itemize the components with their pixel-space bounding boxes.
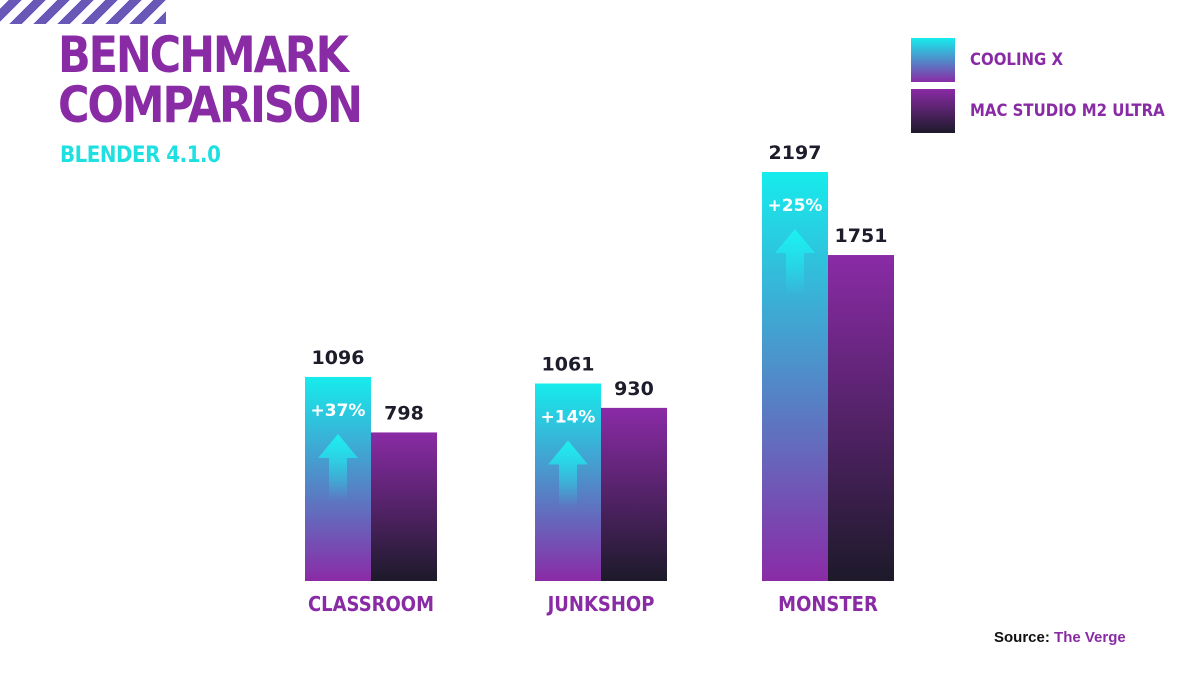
- gain-label-classroom: +37%: [311, 401, 366, 421]
- legend-label-mac-studio: MAC STUDIO M2 ULTRA: [970, 101, 1165, 121]
- page-subtitle: BLENDER 4.1.0: [60, 143, 221, 168]
- up-arrow-icon: [548, 440, 588, 507]
- category-label-classroom: CLASSROOM: [308, 593, 434, 616]
- category-label-monster: MONSTER: [778, 593, 878, 616]
- category-label-junkshop: JUNKSHOP: [546, 593, 655, 616]
- title-line-2: COMPARISON: [58, 76, 363, 134]
- bar-junkshop-mac-studio-m2-ultra: [601, 407, 667, 581]
- source-prefix: Source:: [994, 629, 1050, 646]
- source-name: The Verge: [1054, 629, 1126, 646]
- value-label-junkshop-mac-studio-m2-ultra: 930: [614, 378, 654, 400]
- corner-stripes-decoration: [0, 0, 166, 24]
- legend-swatch-mac-studio: [911, 89, 955, 133]
- value-label-monster-mac-studio-m2-ultra: 1751: [835, 225, 888, 247]
- title-line-1: BENCHMARK: [58, 26, 349, 84]
- source-credit: Source: The Verge: [994, 629, 1126, 646]
- bar-classroom-mac-studio-m2-ultra: [371, 432, 437, 581]
- gain-label-monster: +25%: [768, 196, 823, 216]
- value-label-monster-cooling-x: 2197: [769, 142, 822, 164]
- gain-label-junkshop: +14%: [541, 407, 596, 427]
- value-label-junkshop-cooling-x: 1061: [542, 353, 595, 375]
- legend-label-cooling-x: COOLING X: [970, 50, 1064, 70]
- value-label-classroom-cooling-x: 1096: [312, 347, 365, 369]
- legend-swatch-cooling-x: [911, 38, 955, 82]
- up-arrow-icon: [318, 433, 358, 500]
- up-arrow-icon: [775, 229, 815, 295]
- bar-monster-mac-studio-m2-ultra: [828, 255, 894, 581]
- value-label-classroom-mac-studio-m2-ultra: 798: [384, 402, 424, 424]
- page-title: BENCHMARK COMPARISON: [58, 26, 363, 134]
